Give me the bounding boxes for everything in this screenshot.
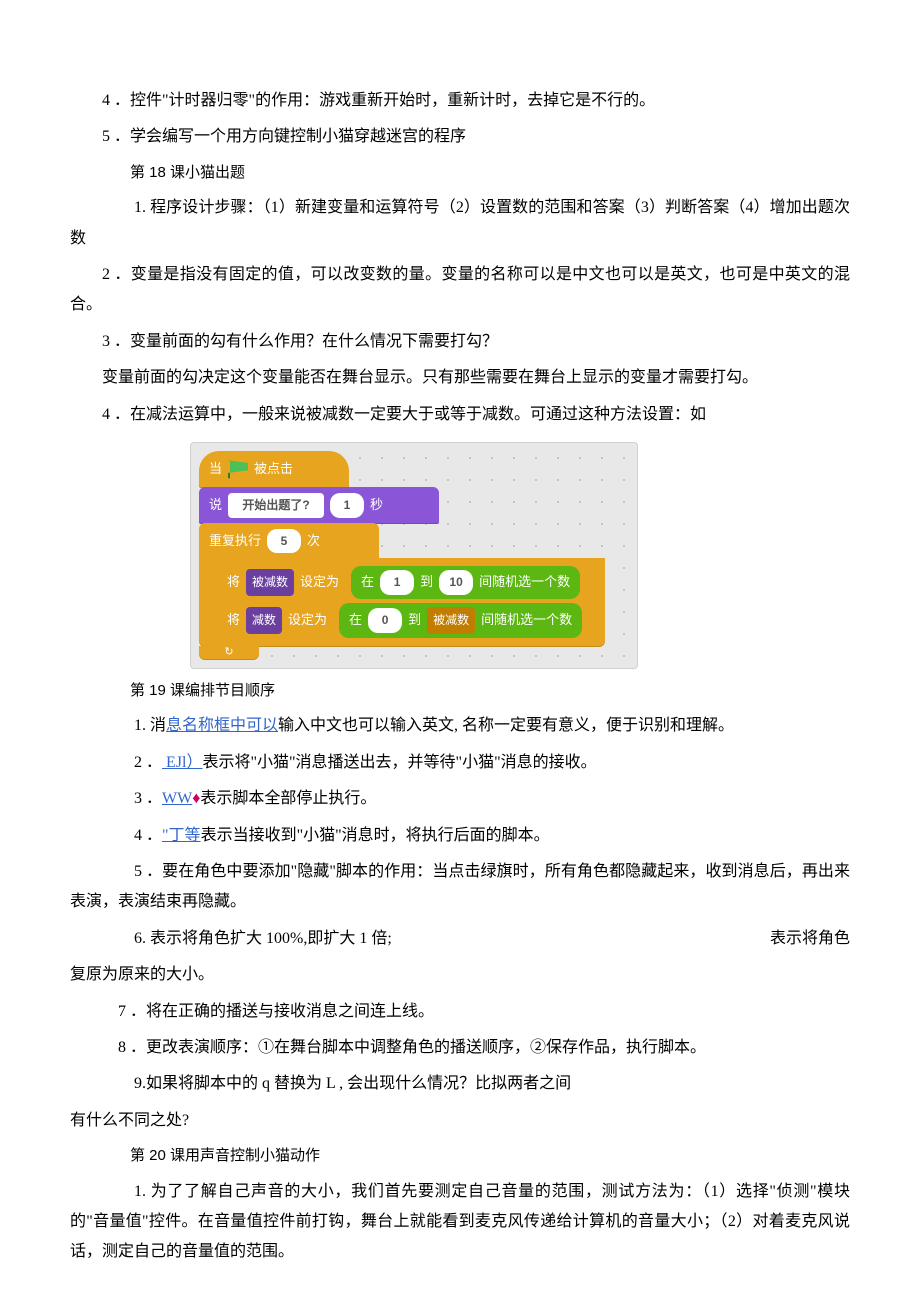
repeat-body: 将 被减数 设定为 在 1 到 10 间随机选一个数 将 减 xyxy=(199,558,605,647)
text: 复原为原来的大小。 xyxy=(70,966,214,983)
s19-6c: 复原为原来的大小。 xyxy=(70,960,850,990)
repeat-count: 5 xyxy=(267,529,301,554)
label: 到 xyxy=(420,570,433,595)
block-stack: 当 被点击 说 开始出题了? 1 秒 重复执行 5 次 将 被减数 xyxy=(199,451,629,660)
s19-4: 4 ．"丁等表示当接收到"小猫"消息时，将执行后面的脚本。 xyxy=(70,821,850,851)
label: 秒 xyxy=(370,493,383,518)
section-18-title: 第 18 课小猫出题 xyxy=(70,159,850,188)
random-segment: 在 0 到 被减数 间随机选一个数 xyxy=(339,603,582,638)
text: 2 ． xyxy=(134,754,162,771)
text: 2 ．变量是指没有固定的值，可以改变数的量。变量的名称可以是中文也可以是英文，也… xyxy=(70,266,850,313)
s18-4: 4 ．在减法运算中，一般来说被减数一定要大于或等于减数。可通过这种方法设置：如 xyxy=(70,400,850,430)
s19-9b: 有什么不同之处? xyxy=(70,1106,850,1136)
text: 表示当接收到"小猫"消息时，将执行后面的脚本。 xyxy=(201,827,550,844)
s19-1: 1. 消息名称框中可以输入中文也可以输入英文, 名称一定要有意义，便于识别和理解… xyxy=(70,711,850,741)
repeat-header: 重复执行 5 次 xyxy=(199,523,379,560)
say-block: 说 开始出题了? 1 秒 xyxy=(199,487,439,524)
loop-arrow-icon: ↻ xyxy=(224,642,233,663)
text: 9.如果将脚本中的 q 替换为 L , 会出现什么情况？比拟两者之间 xyxy=(134,1075,571,1092)
num-a: 0 xyxy=(368,608,402,633)
link-text[interactable]: WW xyxy=(162,790,192,807)
text: 6. 表示将角色扩大 100%,即扩大 1 倍; xyxy=(134,924,392,954)
text: 1. 消 xyxy=(134,717,166,734)
s19-2: 2 ． EJl）表示将"小猫"消息播送出去，并等待"小猫"消息的接收。 xyxy=(70,748,850,778)
para-5: 5 ．学会编写一个用方向键控制小猫穿越迷宫的程序 xyxy=(70,122,850,152)
label: 在 xyxy=(361,570,374,595)
text: 表示将"小猫"消息播送出去，并等待"小猫"消息的接收。 xyxy=(202,754,596,771)
s19-3: 3 ．WW♦表示脚本全部停止执行。 xyxy=(70,784,850,814)
green-flag-icon xyxy=(228,460,248,478)
say-text: 开始出题了? xyxy=(228,493,324,518)
label: 在 xyxy=(349,608,362,633)
scratch-code-figure: 当 被点击 说 开始出题了? 1 秒 重复执行 5 次 将 被减数 xyxy=(190,442,638,669)
text: 3 ． xyxy=(134,790,162,807)
label: 次 xyxy=(307,529,320,554)
label: 设定为 xyxy=(288,608,327,633)
s19-8: 8 ．更改表演顺序：①在舞台脚本中调整角色的播送顺序，②保存作品，执行脚本。 xyxy=(70,1033,850,1063)
link-text[interactable]: EJl） xyxy=(162,754,202,771)
text: 第 20 课用声音控制小猫动作 xyxy=(130,1147,320,1164)
s20-1: 1. 为了了解自己声音的大小，我们首先要测定自己音量的范围，测试方法为：（1）选… xyxy=(70,1177,850,1268)
s19-6: 6. 表示将角色扩大 100%,即扩大 1 倍; 表示将角色 xyxy=(70,924,850,954)
text: 3 ．变量前面的勾有什么作用？在什么情况下需要打勾？ xyxy=(102,333,498,350)
text: 5 ．要在角色中要添加"隐藏"脚本的作用：当点击绿旗时，所有角色都隐藏起来，收到… xyxy=(70,863,850,910)
text: 4 ．在减法运算中，一般来说被减数一定要大于或等于减数。可通过这种方法设置：如 xyxy=(102,406,706,423)
text: 1. 程序设计步骤：（1）新建变量和运算符号（2）设置数的范围和答案（3）判断答… xyxy=(70,199,850,246)
text: 5 ．学会编写一个用方向键控制小猫穿越迷宫的程序 xyxy=(102,128,466,145)
label: 将 xyxy=(227,570,240,595)
num-a: 1 xyxy=(380,570,414,595)
text: 1. 为了了解自己声音的大小，我们首先要测定自己音量的范围，测试方法为：（1）选… xyxy=(70,1183,850,1261)
link-text[interactable]: 息名称框中可以 xyxy=(166,717,278,734)
label: 重复执行 xyxy=(209,529,261,554)
say-seconds: 1 xyxy=(330,493,364,518)
text: 变量前面的勾决定这个变量能否在舞台显示。只有那些需要在舞台上显示的变量才需要打勾… xyxy=(102,369,758,386)
repeat-tail: ↻ xyxy=(199,646,259,660)
text: 表示脚本全部停止执行。 xyxy=(200,790,376,807)
label: 当 xyxy=(209,457,222,482)
set-row-1: 将 被减数 设定为 在 1 到 10 间随机选一个数 xyxy=(219,565,599,600)
set-var-segment: 将 减数 设定为 xyxy=(219,603,335,638)
set-row-2: 将 减数 设定为 在 0 到 被减数 间随机选一个数 xyxy=(219,603,599,638)
label: 说 xyxy=(209,493,222,518)
document-page: 4 ．控件"计时器归零"的作用：游戏重新开始时，重新计时，去掉它是不行的。 5 … xyxy=(0,0,920,1314)
text: 有什么不同之处? xyxy=(70,1112,189,1129)
label: 到 xyxy=(408,608,421,633)
text: 第 19 课编排节目顺序 xyxy=(130,682,275,699)
s19-7: 7 ．将在正确的播送与接收消息之间连上线。 xyxy=(70,997,850,1027)
text: 8 ．更改表演顺序：①在舞台脚本中调整角色的播送顺序，②保存作品，执行脚本。 xyxy=(118,1039,706,1056)
label: 被点击 xyxy=(254,457,293,482)
text: 第 18 课小猫出题 xyxy=(130,164,245,181)
text: 4 ． xyxy=(134,827,162,844)
var-ref: 被减数 xyxy=(427,607,475,634)
s19-9: 9.如果将脚本中的 q 替换为 L , 会出现什么情况？比拟两者之间 xyxy=(70,1069,850,1099)
s18-2: 2 ．变量是指没有固定的值，可以改变数的量。变量的名称可以是中文也可以是英文，也… xyxy=(70,260,850,321)
random-segment: 在 1 到 10 间随机选一个数 xyxy=(351,566,580,599)
link-text[interactable]: "丁等 xyxy=(162,827,201,844)
hat-block: 当 被点击 xyxy=(199,451,349,488)
section-19-title: 第 19 课编排节目顺序 xyxy=(70,677,850,706)
label: 设定为 xyxy=(300,570,339,595)
var-dropdown: 减数 xyxy=(246,607,282,634)
section-20-title: 第 20 课用声音控制小猫动作 xyxy=(70,1142,850,1171)
num-b: 10 xyxy=(439,570,473,595)
s18-1: 1. 程序设计步骤：（1）新建变量和运算符号（2）设置数的范围和答案（3）判断答… xyxy=(70,193,850,254)
set-var-segment: 将 被减数 设定为 xyxy=(219,565,347,600)
s19-5: 5 ．要在角色中要添加"隐藏"脚本的作用：当点击绿旗时，所有角色都隐藏起来，收到… xyxy=(70,857,850,918)
para-4: 4 ．控件"计时器归零"的作用：游戏重新开始时，重新计时，去掉它是不行的。 xyxy=(70,86,850,116)
text: 表示将角色 xyxy=(770,924,850,954)
label: 间随机选一个数 xyxy=(479,570,570,595)
var-dropdown: 被减数 xyxy=(246,569,294,596)
label: 间随机选一个数 xyxy=(481,608,572,633)
text: 4 ．控件"计时器归零"的作用：游戏重新开始时，重新计时，去掉它是不行的。 xyxy=(102,92,655,109)
label: 将 xyxy=(227,608,240,633)
text: 7 ．将在正确的播送与接收消息之间连上线。 xyxy=(118,1003,434,1020)
s18-3: 3 ．变量前面的勾有什么作用？在什么情况下需要打勾？ xyxy=(70,327,850,357)
text: 输入中文也可以输入英文, 名称一定要有意义，便于识别和理解。 xyxy=(278,717,734,734)
s18-3a: 变量前面的勾决定这个变量能否在舞台显示。只有那些需要在舞台上显示的变量才需要打勾… xyxy=(70,363,850,393)
